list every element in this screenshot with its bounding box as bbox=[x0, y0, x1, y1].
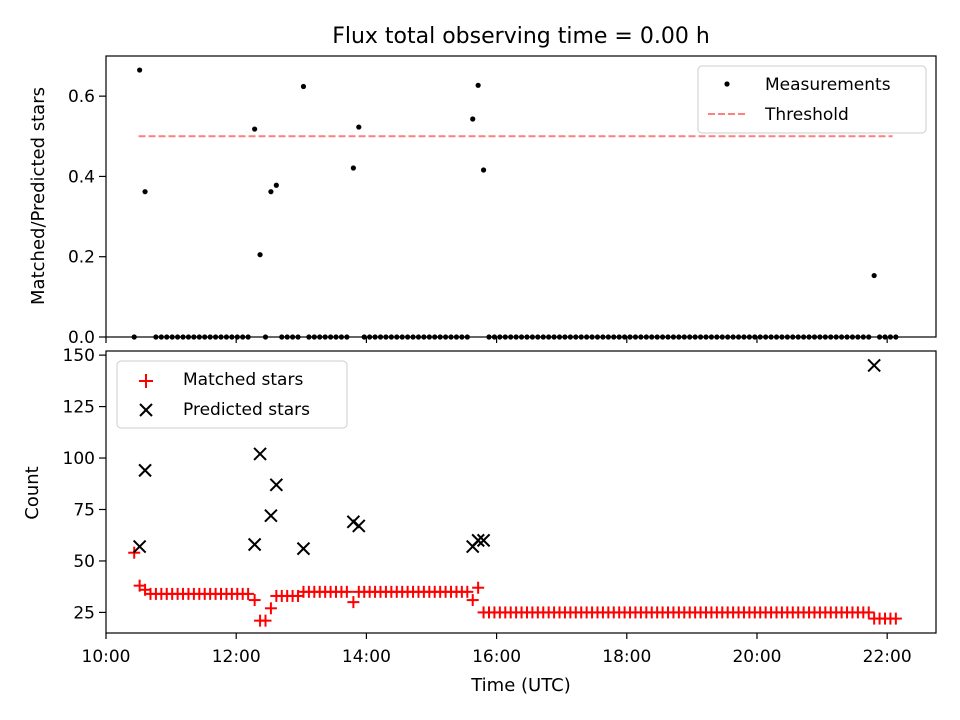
count-x-tick-label: 16:00 bbox=[472, 647, 521, 667]
ratio-y-ticks: 0.0 0.2 0.4 0.6 bbox=[68, 87, 106, 348]
measurement-point bbox=[137, 67, 143, 73]
matched-star-point bbox=[242, 587, 255, 600]
matched-star-point bbox=[248, 594, 261, 607]
measurement-point bbox=[475, 82, 481, 88]
measurement-point bbox=[480, 167, 487, 173]
ratio-axes-frame bbox=[105, 55, 937, 338]
ratio-y-tick-label: 0.6 bbox=[68, 87, 95, 107]
axes-ratio: 0.0 0.2 0.4 0.6 Matched/Predicted stars Mea… bbox=[28, 55, 937, 348]
count-x-tick-label: 10:00 bbox=[82, 647, 131, 667]
measurement-point bbox=[871, 272, 877, 279]
ratio-y-axis-label: Matched/Predicted stars bbox=[28, 87, 49, 305]
count-x-tick-label: 12:00 bbox=[212, 647, 261, 667]
count-y-tick-label: 100 bbox=[63, 449, 95, 469]
legend-marker-measurements bbox=[724, 81, 730, 87]
matched-star-point bbox=[889, 612, 902, 625]
ratio-x-ticks bbox=[105, 337, 888, 343]
ratio-legend: Measurements Threshold bbox=[697, 65, 927, 134]
predicted-star-marker-b bbox=[867, 358, 881, 373]
count-y-tick-label: 125 bbox=[63, 398, 95, 418]
measurement-point bbox=[252, 126, 258, 132]
count-x-ticks: 10:00 12:00 14:00 16:00 18:00 20:00 22:00 bbox=[82, 633, 912, 667]
matched-star-point bbox=[340, 585, 353, 598]
matched-star-point bbox=[466, 594, 479, 607]
ratio-legend-box bbox=[697, 65, 927, 134]
predicted-star-point bbox=[138, 463, 152, 478]
predicted-star-marker-b bbox=[138, 463, 152, 478]
predicted-star-marker-b bbox=[264, 508, 278, 523]
measurement-point bbox=[273, 182, 279, 188]
predicted-star-point bbox=[867, 358, 881, 373]
legend-marker-predicted bbox=[139, 403, 153, 417]
predicted-star-marker-b bbox=[352, 519, 366, 533]
ratio-y-tick-label: 0.4 bbox=[68, 167, 95, 187]
measurement-point bbox=[268, 189, 274, 195]
predicted-star-point bbox=[253, 447, 267, 461]
count-x-tick-label: 20:00 bbox=[732, 647, 781, 667]
predicted-star-point bbox=[296, 541, 311, 556]
count-axes-frame bbox=[105, 350, 937, 634]
measurement-point bbox=[350, 165, 356, 171]
predicted-star-point bbox=[247, 537, 262, 552]
x-axis-label: Time (UTC) bbox=[470, 675, 571, 696]
count-x-tick-label: 18:00 bbox=[602, 647, 651, 667]
legend-marker-matched bbox=[139, 374, 153, 388]
predicted-star-marker-b bbox=[471, 533, 485, 548]
matched-star-point bbox=[461, 585, 474, 598]
count-x-tick-label: 14:00 bbox=[342, 647, 391, 667]
legend-label-predicted: Predicted stars bbox=[183, 400, 310, 420]
measurement-point bbox=[300, 83, 307, 90]
ratio-y-tick-label: 0.0 bbox=[68, 328, 95, 348]
count-y-tick-label: 75 bbox=[73, 500, 95, 520]
count-legend: Matched stars Predicted stars bbox=[116, 360, 348, 429]
predicted-star-marker-b bbox=[476, 533, 491, 548]
predicted-star-point bbox=[476, 533, 491, 548]
predicted-star-point bbox=[269, 478, 284, 492]
matched-star-point bbox=[259, 614, 272, 627]
count-y-tick-label: 50 bbox=[73, 552, 95, 572]
predicted-star-point bbox=[132, 539, 147, 554]
chart-title: Flux total observing time = 0.00 h bbox=[332, 24, 710, 49]
predicted-star-point bbox=[352, 519, 366, 533]
count-y-tick-label: 25 bbox=[73, 603, 95, 623]
legend-label-threshold: Threshold bbox=[764, 105, 849, 125]
measurement-point bbox=[470, 116, 476, 122]
matched-star-point bbox=[472, 581, 485, 594]
predicted-star-marker-b bbox=[296, 541, 311, 556]
count-x-tick-label: 22:00 bbox=[863, 647, 912, 667]
predicted-star-marker-b bbox=[269, 478, 284, 492]
matched-star-point bbox=[264, 602, 277, 615]
count-y-ticks: 25 50 75 100 125 150 bbox=[63, 346, 106, 623]
count-plot-area bbox=[128, 358, 902, 627]
predicted-star-point bbox=[264, 508, 278, 523]
predicted-star-marker-b bbox=[132, 539, 147, 554]
measurement-point bbox=[257, 252, 263, 258]
count-y-axis-label: Count bbox=[22, 466, 43, 519]
predicted-star-marker-b bbox=[253, 447, 267, 461]
matched-star-point bbox=[862, 606, 875, 619]
matched-star-point bbox=[347, 596, 360, 609]
ratio-y-tick-label: 0.2 bbox=[68, 248, 95, 268]
predicted-star-point bbox=[471, 533, 485, 548]
legend-label-measurements: Measurements bbox=[765, 75, 891, 95]
predicted-star-marker-b bbox=[247, 537, 262, 552]
count-y-tick-label: 150 bbox=[63, 346, 95, 366]
measurement-point bbox=[356, 124, 362, 130]
legend-label-matched: Matched stars bbox=[183, 370, 303, 390]
axes-count: 25 50 75 100 125 150 10:00 12:00 14:00 16:00 18:0… bbox=[22, 346, 937, 696]
count-legend-box bbox=[116, 360, 348, 429]
measurement-point bbox=[142, 189, 148, 195]
